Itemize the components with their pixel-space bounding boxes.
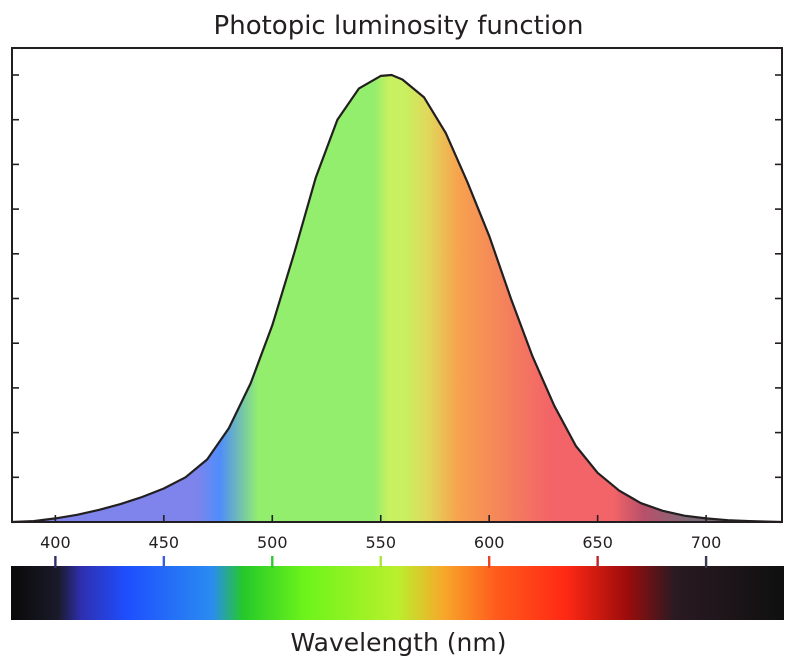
x-tick-label: 700 xyxy=(691,533,722,552)
spectrum-bar-fill xyxy=(11,566,784,620)
x-axis-label: Wavelength (nm) xyxy=(290,628,507,657)
curve-area-fill xyxy=(12,75,782,522)
x-tick-label: 400 xyxy=(40,533,71,552)
curve-line xyxy=(11,73,783,524)
y-axis-ticks xyxy=(12,74,782,523)
x-axis-ticks: 400 450 500 550 600 650 700 xyxy=(40,515,721,552)
x-tick-label: 550 xyxy=(365,533,396,552)
spectrum-bar xyxy=(11,556,784,620)
chart-title: Photopic luminosity function xyxy=(213,11,584,41)
x-tick-label: 600 xyxy=(474,533,505,552)
x-tick-label: 650 xyxy=(582,533,613,552)
x-tick-label: 500 xyxy=(257,533,288,552)
x-tick-label: 450 xyxy=(149,533,180,552)
plot-area xyxy=(11,47,783,524)
plot-frame xyxy=(11,47,783,523)
